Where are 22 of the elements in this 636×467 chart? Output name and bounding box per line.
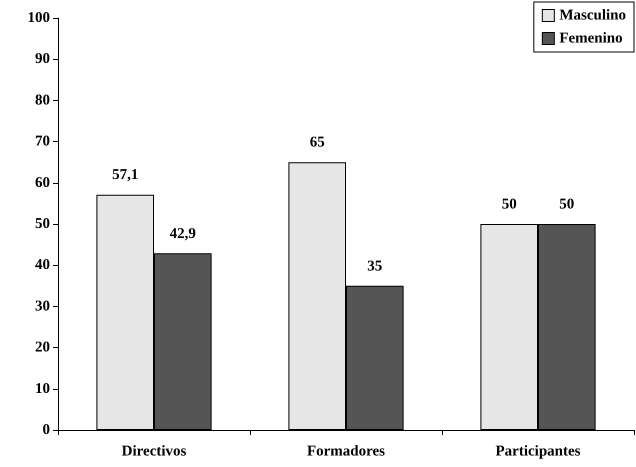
y-tick-label: 70	[35, 134, 50, 150]
y-tick-label: 0	[42, 422, 50, 438]
legend-label: Masculino	[559, 8, 626, 24]
y-tick-label: 20	[35, 340, 50, 356]
data-label: 65	[310, 134, 325, 151]
y-tick-label: 30	[35, 298, 50, 314]
x-tick-label: Participantes	[496, 444, 581, 460]
y-tick-label: 10	[35, 380, 50, 397]
data-label: 50	[502, 196, 517, 212]
y-tick-label: 100	[28, 10, 50, 26]
data-label: 35	[367, 258, 382, 274]
data-label: 42,9	[170, 226, 196, 242]
y-tick-label: 40	[35, 257, 50, 274]
y-tick-label: 60	[35, 174, 50, 191]
y-tick-label: 50	[35, 216, 50, 232]
y-tick-label: 90	[35, 51, 50, 68]
x-tick-label: Directivos	[122, 444, 187, 460]
legend-label: Femenino	[559, 30, 623, 46]
x-tick-label: Formadores	[306, 444, 386, 460]
data-label: 57,1	[112, 167, 138, 184]
y-tick-label: 80	[35, 92, 50, 108]
data-label: 50	[559, 196, 574, 212]
